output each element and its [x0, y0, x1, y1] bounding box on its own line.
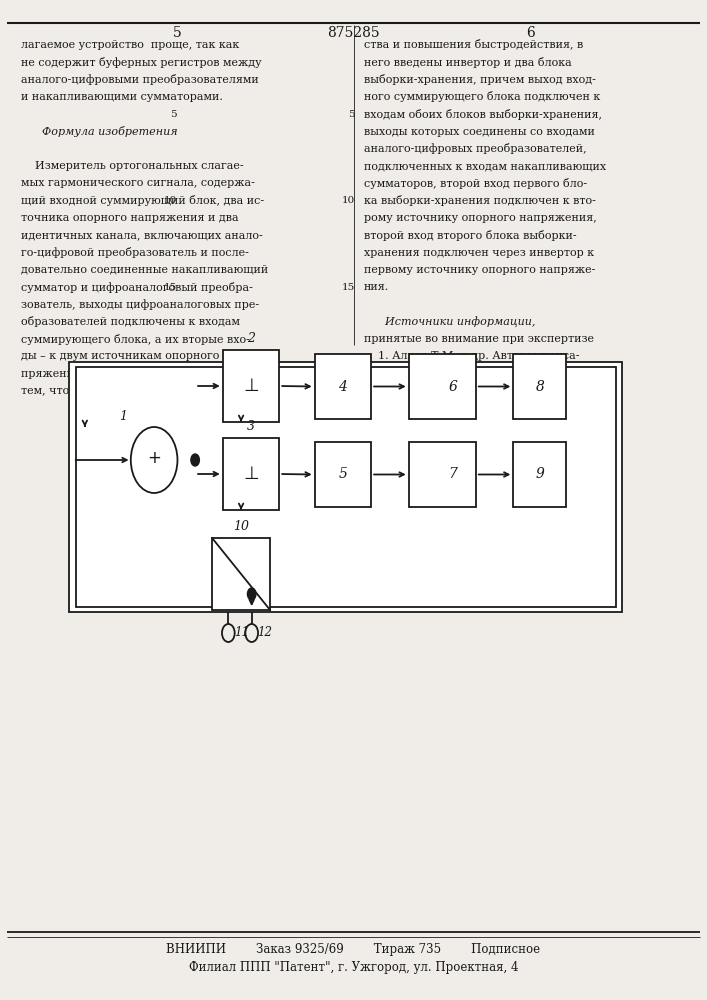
Text: хранения подключен через инвертор к: хранения подключен через инвертор к — [364, 248, 594, 258]
Text: выборки-хранения, причем выход вход-: выборки-хранения, причем выход вход- — [364, 74, 596, 85]
Text: Источники информации,: Источники информации, — [364, 316, 535, 327]
Text: 11: 11 — [234, 626, 249, 640]
Text: довательно соединенные накапливающий: довательно соединенные накапливающий — [21, 265, 269, 275]
Text: сумматор и цифроаналоговый преобра-: сумматор и цифроаналоговый преобра- — [21, 282, 253, 293]
Circle shape — [245, 624, 258, 642]
Text: 5: 5 — [173, 26, 181, 40]
Bar — [76, 367, 616, 607]
Text: ⊥: ⊥ — [243, 465, 259, 483]
Bar — [409, 354, 476, 419]
Text: мых гармонического сигнала, содержа-: мых гармонического сигнала, содержа- — [21, 178, 255, 188]
Circle shape — [222, 624, 235, 642]
Circle shape — [247, 588, 256, 600]
Bar — [513, 442, 566, 507]
Bar — [223, 438, 279, 510]
Text: 6: 6 — [526, 26, 534, 40]
Text: 20: 20 — [163, 369, 177, 378]
Text: второй вход второго блока выборки-: второй вход второго блока выборки- — [364, 230, 577, 241]
Bar — [409, 442, 476, 507]
Text: него введены инвертор и два блока: него введены инвертор и два блока — [364, 57, 572, 68]
Text: 20: 20 — [341, 369, 355, 378]
Text: 10: 10 — [233, 519, 249, 532]
Bar — [513, 354, 566, 419]
Text: 2. Там же, с. 264 (прототип).: 2. Там же, с. 264 (прототип). — [364, 420, 547, 431]
Text: аналого-цифровых преобразователей,: аналого-цифровых преобразователей, — [364, 143, 587, 154]
Text: 1. Алиев Т.М. и др. Автокомпенса-: 1. Алиев Т.М. и др. Автокомпенса- — [364, 351, 580, 361]
Text: 8: 8 — [535, 380, 544, 394]
Text: выходы которых соединены со входами: выходы которых соединены со входами — [364, 127, 595, 137]
Text: 6: 6 — [448, 380, 457, 394]
Text: аналого-цифровыми преобразователями: аналого-цифровыми преобразователями — [21, 74, 259, 85]
Text: ВНИИПИ        Заказ 9325/69        Тираж 735        Подписное: ВНИИПИ Заказ 9325/69 Тираж 735 Подписное — [166, 944, 541, 956]
Text: ния.: ния. — [364, 282, 390, 292]
Text: лагаемое устройство  проще, так как: лагаемое устройство проще, так как — [21, 40, 240, 50]
Text: 10: 10 — [163, 196, 177, 205]
Text: 5: 5 — [339, 468, 347, 482]
Text: и накапливающими сумматорами.: и накапливающими сумматорами. — [21, 92, 223, 102]
Text: ды – к двум источникам опорного на-: ды – к двум источникам опорного на- — [21, 351, 241, 361]
Text: +: + — [147, 449, 161, 467]
Bar — [69, 362, 622, 612]
Text: 4: 4 — [339, 380, 347, 394]
Text: суммирующего блока, а их вторые вхо-: суммирующего блока, а их вторые вхо- — [21, 334, 250, 345]
Text: ного суммирующего блока подключен к: ного суммирующего блока подключен к — [364, 91, 600, 102]
Text: 7: 7 — [448, 468, 457, 482]
Text: первому источнику опорного напряже-: первому источнику опорного напряже- — [364, 265, 595, 275]
Text: 10: 10 — [341, 196, 355, 205]
Text: менного тока. М., "Энергия", 1977,: менного тока. М., "Энергия", 1977, — [364, 386, 571, 396]
Text: не содержит буферных регистров между: не содержит буферных регистров между — [21, 57, 262, 68]
Text: входам обоих блоков выборки-хранения,: входам обоих блоков выборки-хранения, — [364, 109, 602, 120]
Text: ⊥: ⊥ — [243, 377, 259, 395]
Circle shape — [131, 427, 177, 493]
Text: зователь, выходы цифроаналоговых пре-: зователь, выходы цифроаналоговых пре- — [21, 299, 259, 310]
Text: тем, что, с целью упрощения устрой-: тем, что, с целью упрощения устрой- — [21, 386, 240, 396]
Text: 5: 5 — [349, 110, 355, 119]
Text: Измеритель ортогональных слагае-: Измеритель ортогональных слагае- — [21, 161, 244, 171]
Text: ционные измерительные устройства пере-: ционные измерительные устройства пере- — [364, 369, 614, 379]
Bar — [315, 442, 371, 507]
Text: 2: 2 — [247, 332, 255, 345]
Text: сумматоров, второй вход первого бло-: сумматоров, второй вход первого бло- — [364, 178, 588, 189]
Text: Формула изобретения: Формула изобретения — [21, 126, 178, 137]
Text: пряжения, о т л и ч а ю щ и й с я: пряжения, о т л и ч а ю щ и й с я — [21, 369, 216, 379]
Text: идентичных канала, включающих анало-: идентичных канала, включающих анало- — [21, 230, 263, 240]
Text: рому источнику опорного напряжения,: рому источнику опорного напряжения, — [364, 213, 597, 223]
Circle shape — [191, 454, 199, 466]
Bar — [223, 350, 279, 422]
Bar — [315, 354, 371, 419]
Text: 9: 9 — [535, 468, 544, 482]
Text: ка выборки-хранения подключен к вто-: ка выборки-хранения подключен к вто- — [364, 195, 596, 206]
Text: с. 288.: с. 288. — [364, 403, 402, 413]
Text: точника опорного напряжения и два: точника опорного напряжения и два — [21, 213, 239, 223]
Text: 5: 5 — [170, 110, 177, 119]
Text: образователей подключены к входам: образователей подключены к входам — [21, 316, 240, 327]
Text: 12: 12 — [257, 626, 272, 640]
Text: 3: 3 — [247, 420, 255, 432]
Text: 15: 15 — [341, 283, 355, 292]
Text: ства и повышения быстродействия, в: ства и повышения быстродействия, в — [364, 39, 583, 50]
Text: щий входной суммирующий блок, два ис-: щий входной суммирующий блок, два ис- — [21, 195, 264, 206]
Text: подключенных к входам накапливающих: подключенных к входам накапливающих — [364, 161, 606, 171]
Text: принятые во внимание при экспертизе: принятые во внимание при экспертизе — [364, 334, 594, 344]
Text: 875285: 875285 — [327, 26, 380, 40]
Text: 15: 15 — [163, 283, 177, 292]
Text: го-цифровой преобразователь и после-: го-цифровой преобразователь и после- — [21, 247, 249, 258]
Text: 1: 1 — [119, 410, 127, 423]
Bar — [212, 538, 270, 610]
Text: Филиал ППП "Патент", г. Ужгород, ул. Проектная, 4: Филиал ППП "Патент", г. Ужгород, ул. Про… — [189, 962, 518, 974]
